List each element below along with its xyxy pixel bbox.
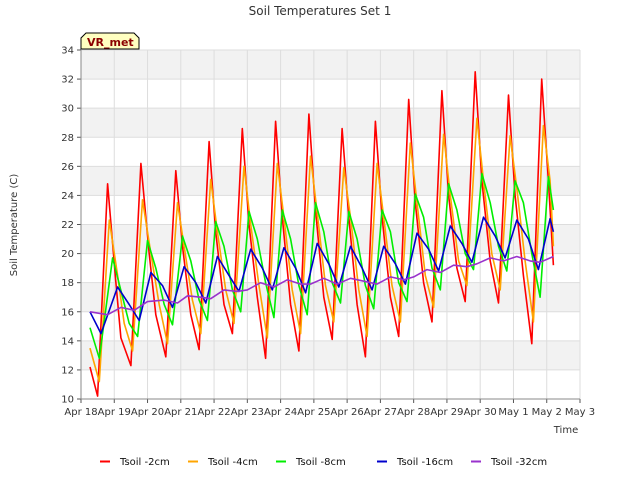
legend-label: Tsoil -8cm bbox=[295, 457, 346, 468]
plot-band bbox=[81, 108, 580, 138]
legend-label: Tsoil -32cm bbox=[490, 457, 547, 468]
x-tick-label: Apr 19 bbox=[98, 407, 131, 418]
chart-title: Soil Temperatures Set 1 bbox=[249, 4, 392, 18]
y-tick-label: 32 bbox=[61, 75, 74, 86]
series-line-2 bbox=[89, 117, 555, 383]
x-tick-label: Apr 18 bbox=[64, 407, 97, 418]
y-tick-label: 30 bbox=[61, 104, 74, 115]
x-tick-label: Apr 25 bbox=[297, 407, 330, 418]
y-tick-label: 34 bbox=[61, 46, 74, 57]
x-tick-label: Apr 28 bbox=[397, 407, 430, 418]
series-lines bbox=[89, 71, 555, 397]
legend-label: Tsoil -2cm bbox=[119, 457, 170, 468]
legend-item-4: Tsoil -16cm bbox=[377, 457, 453, 468]
x-axis: Apr 18 Apr 19 Apr 20 Apr 21 Apr 22 Apr 23 Apr … bbox=[64, 398, 595, 418]
x-tick-label: May 3 bbox=[565, 407, 595, 418]
y-tick-label: 26 bbox=[61, 162, 74, 173]
x-tick-label: Apr 26 bbox=[331, 407, 364, 418]
y-axis: 10 12 14 16 18 20 22 24 26 28 30 32 34 bbox=[61, 46, 82, 406]
series-line-3 bbox=[89, 172, 555, 360]
legend-item-2: Tsoil -4cm bbox=[188, 457, 258, 468]
y-tick-label: 18 bbox=[61, 278, 74, 289]
x-tick-label: Apr 21 bbox=[164, 407, 197, 418]
y-tick-label: 28 bbox=[61, 133, 74, 144]
y-tick-label: 14 bbox=[61, 336, 74, 347]
y-tick-label: 12 bbox=[61, 365, 74, 376]
x-tick-label: Apr 22 bbox=[197, 407, 230, 418]
plot-band bbox=[81, 50, 580, 80]
y-tick-label: 16 bbox=[61, 307, 74, 318]
x-tick-label: Apr 29 bbox=[430, 407, 463, 418]
plot-band bbox=[81, 340, 580, 370]
legend: Tsoil -2cm Tsoil -4cm Tsoil -8cm Tsoil -16c… bbox=[100, 457, 547, 468]
x-axis-label: Time bbox=[553, 425, 578, 436]
x-tick-label: Apr 27 bbox=[364, 407, 397, 418]
badge-shape bbox=[80, 32, 140, 50]
x-tick-label: Apr 30 bbox=[464, 407, 497, 418]
series-line-4 bbox=[89, 216, 555, 335]
x-tick-label: Apr 24 bbox=[264, 407, 297, 418]
x-tick-label: May 2 bbox=[532, 407, 562, 418]
plot-band bbox=[81, 224, 580, 254]
x-tick-label: May 1 bbox=[498, 407, 528, 418]
y-tick-label: 10 bbox=[61, 395, 74, 406]
series-line-5 bbox=[89, 255, 554, 316]
legend-item-5: Tsoil -32cm bbox=[471, 457, 547, 468]
badge-label: VR_met bbox=[87, 36, 134, 49]
legend-item-1: Tsoil -2cm bbox=[100, 457, 170, 468]
y-tick-label: 24 bbox=[61, 191, 74, 202]
legend-item-3: Tsoil -8cm bbox=[276, 457, 346, 468]
y-axis-label: Soil Temperature (C) bbox=[9, 174, 20, 277]
y-tick-label: 22 bbox=[61, 220, 74, 231]
x-tick-label: Apr 23 bbox=[231, 407, 264, 418]
y-tick-label: 20 bbox=[61, 249, 74, 260]
plot-band bbox=[81, 166, 580, 196]
legend-label: Tsoil -16cm bbox=[396, 457, 453, 468]
site-badge: VR_met bbox=[80, 32, 140, 50]
legend-label: Tsoil -4cm bbox=[207, 457, 258, 468]
x-tick-label: Apr 20 bbox=[131, 407, 164, 418]
